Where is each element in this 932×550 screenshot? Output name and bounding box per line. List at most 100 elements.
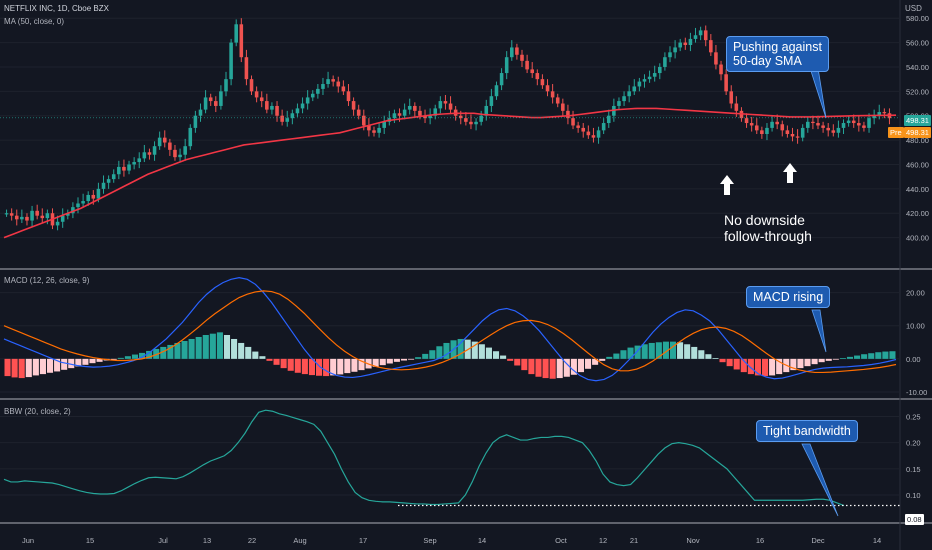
- candle-body: [321, 84, 325, 89]
- candle-body: [81, 201, 85, 204]
- candle-body: [244, 57, 249, 80]
- candle-body: [576, 125, 580, 128]
- candle-body: [96, 188, 101, 199]
- candle-body: [622, 96, 626, 102]
- macd-histogram-bar: [655, 342, 662, 359]
- candle-body: [617, 101, 621, 106]
- candle-body: [208, 97, 213, 102]
- candle-body: [433, 108, 438, 116]
- macd-histogram-bar: [245, 346, 252, 359]
- macd-histogram-bar: [89, 358, 96, 364]
- candle-body: [402, 109, 407, 116]
- candle-body: [270, 105, 274, 110]
- macd-tick-label: 20.00: [906, 289, 925, 298]
- candle-body: [249, 79, 254, 92]
- candle-body: [443, 101, 448, 104]
- candle-body: [377, 127, 381, 133]
- macd-histogram-bar: [875, 352, 882, 359]
- candle-body: [106, 179, 111, 183]
- macd-histogram-bar: [25, 358, 32, 378]
- macd-histogram-bar: [514, 358, 521, 366]
- macd-histogram-bar: [379, 358, 386, 366]
- candle-body: [673, 47, 677, 53]
- candle-body: [709, 40, 713, 53]
- price-tick-label: 400.00: [906, 234, 929, 243]
- candle-body: [55, 221, 60, 226]
- signal-line: [3, 290, 897, 374]
- macd-histogram-bar: [521, 358, 528, 371]
- macd-histogram-bar: [273, 358, 280, 365]
- candle-body: [703, 30, 708, 41]
- candle-body: [826, 127, 830, 131]
- candle-body: [846, 120, 851, 124]
- macd-histogram-bar: [868, 353, 875, 359]
- macd-histogram-bar: [719, 358, 726, 363]
- macd-histogram-bar: [889, 351, 896, 359]
- macd-histogram-bar: [32, 358, 39, 376]
- macd-histogram-bar: [209, 333, 216, 359]
- candle-body: [877, 112, 882, 116]
- candle-body: [867, 118, 871, 128]
- candle-body: [765, 127, 769, 134]
- macd-histogram-bar: [238, 342, 245, 359]
- macd-histogram-bar: [167, 344, 174, 359]
- candle-body: [295, 108, 300, 114]
- macd-histogram-bar: [280, 358, 287, 369]
- candle-body: [285, 118, 290, 122]
- candle-body: [566, 110, 570, 119]
- candle-body: [254, 91, 259, 98]
- candle-body: [632, 86, 637, 92]
- macd-histogram-bar: [641, 344, 648, 359]
- candle-body: [127, 164, 131, 171]
- price-tick-label: 520.00: [906, 87, 929, 96]
- candle-body: [448, 103, 453, 110]
- macd-histogram-bar: [174, 342, 181, 359]
- candle-body: [545, 85, 550, 92]
- macd-histogram-bar: [11, 358, 18, 378]
- bbw-tick-label: 0.10: [906, 491, 921, 500]
- candle-body: [484, 105, 489, 116]
- candle-body: [280, 115, 284, 122]
- candle-body: [811, 121, 815, 124]
- macd-histogram-bar: [790, 358, 797, 371]
- macd-histogram-bar: [146, 350, 153, 359]
- macd-histogram-bar: [754, 358, 761, 376]
- macd-histogram-bar: [471, 341, 478, 359]
- macd-histogram-bar: [252, 351, 259, 359]
- candle-body: [683, 42, 688, 46]
- macd-histogram-bar: [457, 338, 464, 359]
- macd-histogram-bar: [500, 355, 507, 359]
- candle-body: [678, 42, 682, 48]
- macd-histogram-bar: [585, 358, 592, 369]
- candle-body: [45, 213, 50, 219]
- no-downside-note: No downside follow-through: [724, 212, 812, 244]
- candle-body: [418, 110, 422, 116]
- candle-body: [652, 73, 657, 77]
- candle-body: [688, 38, 693, 46]
- macd-histogram-bar: [443, 342, 450, 359]
- candle-body: [168, 142, 172, 150]
- no-downside-line1: No downside: [724, 212, 805, 228]
- candle-body: [275, 105, 279, 116]
- candle-body: [515, 47, 519, 55]
- candle-body: [341, 86, 346, 92]
- candle-body: [183, 146, 187, 155]
- time-tick-label: Oct: [555, 536, 568, 545]
- macd-histogram-bar: [188, 338, 195, 359]
- macd-histogram-bar: [160, 346, 167, 359]
- macd-histogram-bar: [422, 353, 429, 359]
- candle-body: [428, 115, 432, 119]
- macd-histogram-bar: [832, 358, 839, 360]
- candle-body: [831, 130, 836, 133]
- candle-body: [198, 109, 203, 116]
- bbw-callout: Tight bandwidth: [756, 420, 858, 442]
- macd-histogram-bar: [393, 358, 400, 362]
- macd-histogram-bar: [4, 358, 11, 377]
- candle-body: [305, 97, 310, 104]
- macd-histogram-bar: [408, 358, 415, 360]
- macd-histogram-bar: [563, 358, 570, 377]
- candle-body: [795, 136, 800, 138]
- candle-body: [806, 121, 810, 128]
- macd-histogram-bar: [436, 346, 443, 359]
- bbw-legend: BBW (20, close, 2): [4, 407, 71, 416]
